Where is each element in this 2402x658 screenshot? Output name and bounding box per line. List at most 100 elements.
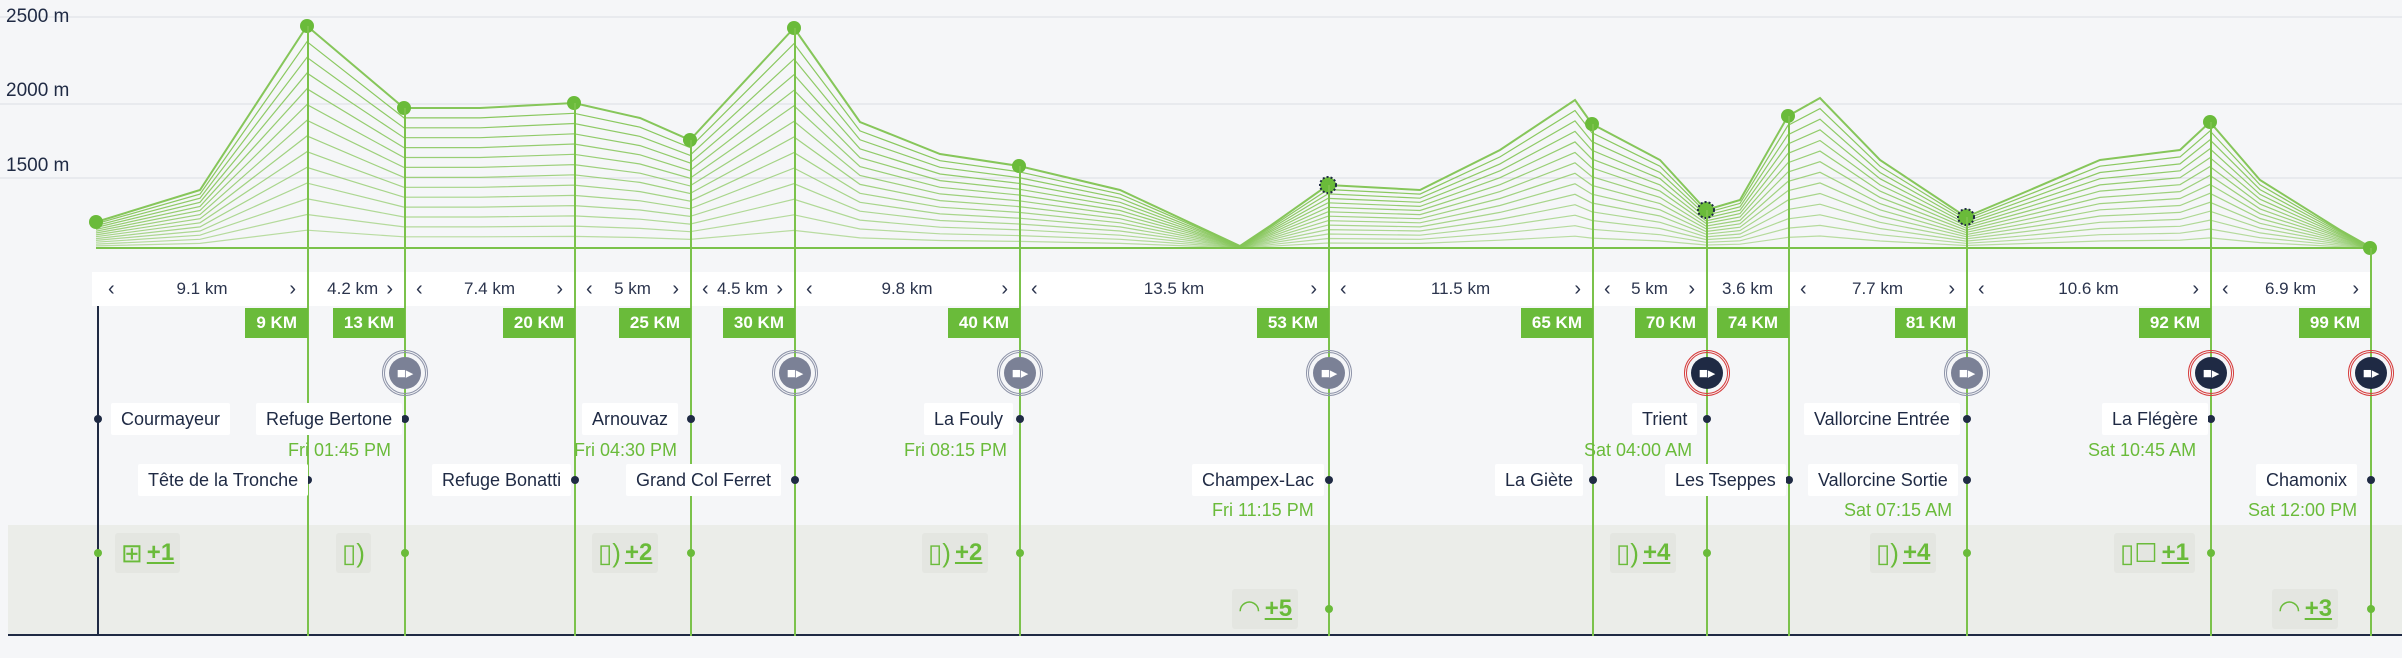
live-camera-button[interactable]: ■▸ (1684, 350, 1730, 396)
distance-segment[interactable]: ‹ 9.8 km › (806, 278, 1008, 300)
checkpoint-time: Fri 01:45 PM (288, 440, 392, 460)
checkpoint-label[interactable]: Arnouvaz (582, 403, 679, 435)
live-camera-button[interactable]: ■▸ (997, 350, 1043, 396)
chevron-right-icon: › (1688, 278, 1695, 300)
checkpoint-dot (687, 415, 695, 423)
services-button[interactable]: ▯) +4 (1610, 533, 1677, 573)
services-button[interactable]: ▯) +2 (922, 533, 989, 573)
live-camera-button[interactable]: ■▸ (2348, 350, 2394, 396)
video-camera-icon: ■▸ (1004, 357, 1036, 389)
distance-segment[interactable]: ‹ 5 km › (586, 278, 679, 300)
checkpoint-time: Fri 11:15 PM (1212, 500, 1314, 520)
distance-segment[interactable]: ‹ 7.4 km › (416, 278, 563, 300)
km-marker: 53 KM (1256, 308, 1329, 338)
checkpoint-label[interactable]: Courmayeur (111, 403, 231, 435)
services-button[interactable]: ▯☐ +1 (2114, 533, 2195, 573)
km-marker: 92 KM (2138, 308, 2211, 338)
checkpoint-label[interactable]: Tête de la Tronche (138, 464, 309, 496)
baseline (8, 634, 2402, 636)
drink-icon: ▯) (928, 538, 951, 568)
live-camera-button[interactable]: ■▸ (772, 350, 818, 396)
drink-icon: ▯) (598, 538, 621, 568)
checkpoint-marker[interactable] (89, 215, 103, 229)
checkpoint-label[interactable]: La Giète (1495, 464, 1584, 496)
checkpoint-line (690, 140, 692, 636)
checkpoint-label[interactable]: Refuge Bonatti (432, 464, 572, 496)
checkpoint-time: Sat 12:00 PM (2248, 500, 2358, 520)
checkpoint-line (2370, 248, 2372, 636)
services-button[interactable]: ◠ +5 (1232, 589, 1299, 629)
distance-segment[interactable]: ‹ 13.5 km › (1031, 278, 1317, 300)
chevron-left-icon: ‹ (108, 278, 115, 300)
elevation-ridge-line (95, 135, 2373, 249)
checkpoint-label[interactable]: Les Tseppes (1665, 464, 1786, 496)
checkpoint-dot (1325, 476, 1333, 484)
checkpoint-label[interactable]: La Flégère (2102, 403, 2209, 435)
checkpoint-dot (94, 415, 102, 423)
services-button[interactable]: ▯) (336, 533, 371, 573)
services-button[interactable]: ▯) +4 (1870, 533, 1937, 573)
chevron-right-icon: › (1574, 278, 1581, 300)
chevron-right-icon: › (1001, 278, 1008, 300)
checkpoint-dot (401, 415, 409, 423)
checkpoint-label[interactable]: Vallorcine Sortie (1808, 464, 1958, 496)
live-camera-button[interactable]: ■▸ (382, 350, 428, 396)
checkpoint-label[interactable]: Vallorcine Entrée (1804, 403, 1960, 435)
elevation-ridge-line (95, 166, 2373, 249)
distance-segment[interactable]: ‹ 4.5 km › (702, 278, 783, 300)
video-camera-icon: ■▸ (1691, 357, 1723, 389)
checkpoint-label[interactable]: Grand Col Ferret (626, 464, 782, 496)
checkpoint-dot (1963, 476, 1971, 484)
km-marker: 81 KM (1894, 308, 1967, 338)
chevron-left-icon: ‹ (1340, 278, 1347, 300)
distance-segment[interactable]: 4.2 km › (327, 278, 393, 300)
checkpoint-line (1966, 217, 1968, 636)
checkpoint-line (1706, 210, 1708, 636)
y-axis-label-2000: 2000 m (6, 80, 70, 101)
checkpoint-dot (1589, 476, 1597, 484)
checkpoint-time: Sat 10:45 AM (2088, 440, 2197, 460)
distance-segment[interactable]: ‹ 10.6 km › (1978, 278, 2199, 300)
distance-segment[interactable]: ‹ 5 km › (1604, 278, 1695, 300)
distance-segment[interactable]: ‹ 6.9 km › (2222, 278, 2359, 300)
checkpoint-label[interactable]: Trient (1632, 403, 1698, 435)
live-camera-button[interactable]: ■▸ (1944, 350, 1990, 396)
distance-segment[interactable]: 3.6 km (1721, 279, 1774, 298)
y-axis-label-1500: 1500 m (6, 155, 70, 176)
service-dot (2207, 549, 2215, 557)
chevron-left-icon: ‹ (702, 278, 709, 300)
distance-segment[interactable]: ‹ 11.5 km › (1340, 278, 1581, 300)
meal-icon: ◠ (2278, 594, 2301, 624)
chevron-left-icon: ‹ (1978, 278, 1985, 300)
checkpoint-time: Fri 08:15 PM (904, 440, 1008, 460)
services-button[interactable]: ◠ +3 (2272, 589, 2339, 629)
services-button[interactable]: ⊞ +1 (115, 533, 181, 573)
chevron-left-icon: ‹ (1800, 278, 1807, 300)
drink-icon: ▯) (1616, 538, 1639, 568)
live-camera-button[interactable]: ■▸ (2188, 350, 2234, 396)
checkpoint-label[interactable]: Refuge Bertone (256, 403, 403, 435)
km-marker: 74 KM (1716, 308, 1789, 338)
chevron-right-icon: › (776, 278, 783, 300)
checkpoint-label[interactable]: Chamonix (2256, 464, 2358, 496)
elevation-ridge-line (95, 72, 2373, 249)
checkpoint-dot (1703, 415, 1711, 423)
elevation-ridge-line (95, 229, 2373, 249)
km-marker: 30 KM (722, 308, 795, 338)
chevron-left-icon: ‹ (806, 278, 813, 300)
checkpoint-label[interactable]: La Fouly (924, 403, 1014, 435)
video-camera-icon: ■▸ (779, 357, 811, 389)
elevation-ridge-line (95, 119, 2373, 249)
service-dot (1325, 605, 1333, 613)
services-button[interactable]: ▯) +2 (592, 533, 659, 573)
chevron-right-icon: › (1948, 278, 1955, 300)
checkpoint-line (794, 28, 796, 636)
chevron-right-icon: › (2352, 278, 2359, 300)
live-camera-button[interactable]: ■▸ (1306, 350, 1352, 396)
checkpoint-label[interactable]: Champex-Lac (1192, 464, 1325, 496)
distance-segment[interactable]: ‹ 9.1 km › (108, 278, 296, 300)
distance-segment[interactable]: ‹ 7.7 km › (1800, 278, 1955, 300)
km-marker: 13 KM (332, 308, 405, 338)
drink-icon: ▯) (1876, 538, 1899, 568)
